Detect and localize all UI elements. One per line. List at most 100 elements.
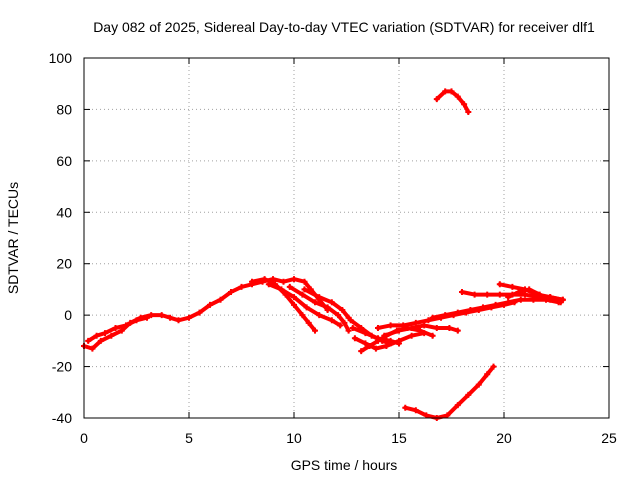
data-point — [351, 335, 358, 342]
data-point — [316, 312, 323, 319]
data-point — [291, 294, 297, 301]
y-tick-label: 0 — [64, 307, 72, 323]
series-track-6 — [302, 287, 351, 320]
data-point — [339, 307, 346, 313]
data-point — [461, 101, 468, 108]
data-point — [490, 363, 497, 370]
data-point — [471, 291, 478, 298]
data-point — [522, 291, 528, 298]
data-point — [442, 312, 449, 319]
x-tick-label: 20 — [496, 430, 512, 446]
data-point — [349, 325, 356, 331]
data-point — [312, 327, 318, 334]
data-point — [412, 319, 419, 326]
y-tick-label: 20 — [56, 256, 72, 272]
data-point — [421, 322, 428, 329]
data-point — [305, 319, 312, 326]
data-point — [97, 337, 104, 344]
data-point — [299, 291, 306, 298]
data-point — [448, 88, 455, 95]
y-tick-label: 60 — [56, 153, 72, 169]
y-tick-label: 40 — [56, 204, 72, 220]
data-point — [167, 314, 174, 321]
data-point — [454, 93, 461, 100]
axes: 0 5 10 15 20 25 -40 -20 0 20 40 60 80 100 — [49, 50, 617, 446]
data-point — [102, 330, 108, 337]
data-point — [492, 301, 499, 308]
data-point — [148, 312, 155, 319]
data-point — [337, 322, 344, 329]
data-point — [412, 407, 419, 414]
data-point — [557, 299, 564, 306]
data-point — [280, 278, 287, 285]
data-point — [375, 337, 381, 344]
data-point — [366, 343, 373, 349]
data-point — [328, 317, 335, 324]
series-layer — [81, 88, 566, 421]
data-point — [433, 96, 440, 103]
data-point — [408, 325, 415, 331]
data-point — [291, 301, 297, 308]
data-point — [347, 317, 354, 324]
data-point — [312, 299, 318, 306]
data-point — [144, 314, 150, 321]
data-point — [505, 299, 512, 306]
data-point — [446, 325, 453, 331]
data-point — [158, 312, 165, 319]
y-tick-label: 80 — [56, 101, 72, 117]
data-point — [400, 322, 407, 329]
data-point — [375, 325, 381, 331]
y-axis-title: SDTVAR / TECUs — [5, 182, 21, 294]
data-point — [228, 289, 234, 295]
data-point — [442, 88, 449, 95]
y-tick-label: -40 — [52, 410, 72, 426]
data-point — [484, 371, 491, 378]
data-point — [536, 291, 543, 298]
plot-frame — [83, 57, 610, 419]
data-point — [454, 309, 461, 316]
data-point — [112, 325, 119, 331]
data-point — [186, 314, 192, 321]
y-tick-label: -20 — [52, 359, 72, 375]
data-point — [301, 286, 308, 293]
x-tick-label: 25 — [601, 430, 617, 446]
x-tick-label: 5 — [185, 430, 193, 446]
data-point — [444, 412, 451, 419]
data-point — [345, 327, 352, 334]
data-point — [454, 402, 461, 409]
data-point — [85, 337, 92, 344]
data-point — [408, 332, 415, 339]
data-point — [496, 291, 503, 298]
data-point — [93, 332, 100, 339]
data-point — [123, 322, 129, 329]
data-point — [429, 314, 436, 321]
data-point — [465, 109, 472, 115]
data-point — [362, 340, 369, 347]
grid — [84, 58, 609, 418]
data-point — [175, 317, 182, 324]
data-point — [358, 348, 365, 355]
data-point — [383, 343, 390, 349]
data-point — [118, 327, 125, 334]
series-track-18 — [403, 364, 496, 420]
data-point — [328, 299, 335, 306]
data-point — [196, 309, 203, 316]
data-point — [496, 281, 503, 288]
data-point — [261, 276, 268, 283]
data-point — [278, 286, 285, 293]
data-point — [238, 283, 245, 290]
data-point — [324, 304, 331, 311]
data-point — [217, 296, 224, 303]
x-tick-label: 0 — [80, 430, 88, 446]
x-axis-title: GPS time / hours — [291, 457, 398, 473]
data-point — [475, 381, 482, 388]
data-point — [480, 304, 486, 311]
data-point — [467, 307, 474, 313]
data-point — [291, 276, 297, 283]
data-point — [423, 412, 430, 419]
x-tick-label: 15 — [391, 430, 407, 446]
data-point — [207, 301, 213, 308]
data-point — [505, 294, 512, 301]
data-point — [425, 317, 432, 324]
data-point — [433, 325, 440, 331]
